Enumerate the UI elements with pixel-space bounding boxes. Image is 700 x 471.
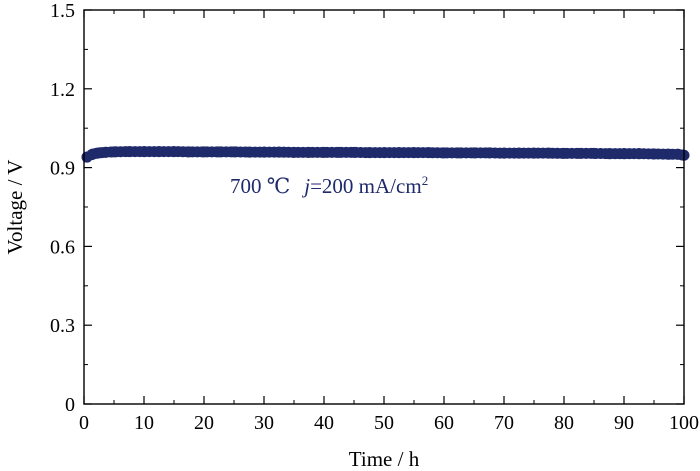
data-point <box>483 147 495 159</box>
x-tick-label: 40 <box>314 412 334 434</box>
x-tick-label: 90 <box>614 412 634 434</box>
data-point <box>243 146 255 158</box>
data-point <box>288 146 300 158</box>
x-tick-label: 60 <box>434 412 454 434</box>
data-point <box>423 147 435 159</box>
x-tick-label: 0 <box>79 412 89 434</box>
y-tick-label: 0.9 <box>50 158 75 180</box>
data-point <box>618 148 630 160</box>
data-point <box>543 147 555 159</box>
plot-frame <box>83 9 685 405</box>
data-point <box>588 147 600 159</box>
tick-labels: 0 10 20 30 40 50 60 70 80 90 100 0 0.3 0.6 0.9 1.2 1.5 <box>50 0 699 434</box>
data-point <box>108 146 120 158</box>
data-point <box>513 147 525 159</box>
x-tick-label: 10 <box>134 412 154 434</box>
annotation-temperature: 700 ℃ <box>230 174 290 198</box>
y-tick-label: 0.6 <box>50 236 75 258</box>
data-point <box>333 146 345 158</box>
data-point <box>453 147 465 159</box>
data-point <box>363 147 375 159</box>
data-point <box>213 146 225 158</box>
data-point <box>99 146 111 158</box>
data-points <box>81 146 690 163</box>
data-point <box>348 146 360 158</box>
x-tick-label: 100 <box>669 412 699 434</box>
annotation-current-symbol: j <box>301 174 310 198</box>
data-point <box>303 146 315 158</box>
data-point <box>198 146 210 158</box>
data-point <box>393 147 405 159</box>
y-axis-label: Voltage / V <box>3 160 27 255</box>
data-point <box>228 146 240 158</box>
x-tick-label: 20 <box>194 412 214 434</box>
y-tick-label: 0.3 <box>50 315 75 337</box>
data-point <box>648 148 660 160</box>
data-point <box>408 147 420 159</box>
y-tick-label: 1.2 <box>50 79 75 101</box>
data-point <box>438 147 450 159</box>
data-point <box>378 147 390 159</box>
data-point <box>258 146 270 158</box>
data-point <box>153 146 165 158</box>
x-tick-label: 70 <box>494 412 514 434</box>
data-point <box>603 148 615 160</box>
data-point <box>183 146 195 158</box>
x-tick-label: 50 <box>374 412 394 434</box>
data-point <box>123 146 135 158</box>
data-point <box>318 146 330 158</box>
data-point <box>663 148 675 160</box>
condition-annotation: 700 ℃ j=200 mA/cm2 <box>230 173 428 198</box>
data-point <box>468 147 480 159</box>
x-tick-label: 80 <box>554 412 574 434</box>
x-axis-label: Time / h <box>349 447 420 471</box>
annotation-unit-superscript: 2 <box>422 173 429 188</box>
data-point <box>168 146 180 158</box>
data-point <box>498 147 510 159</box>
data-point <box>573 147 585 159</box>
axis-ticks <box>83 9 685 405</box>
annotation-current-value: =200 mA/cm <box>310 174 422 198</box>
data-point <box>558 147 570 159</box>
data-point <box>273 146 285 158</box>
data-point <box>633 148 645 160</box>
data-point <box>528 147 540 159</box>
y-tick-label: 1.5 <box>50 0 75 22</box>
y-tick-label: 0 <box>65 394 75 416</box>
x-tick-label: 30 <box>254 412 274 434</box>
data-point <box>138 146 150 158</box>
